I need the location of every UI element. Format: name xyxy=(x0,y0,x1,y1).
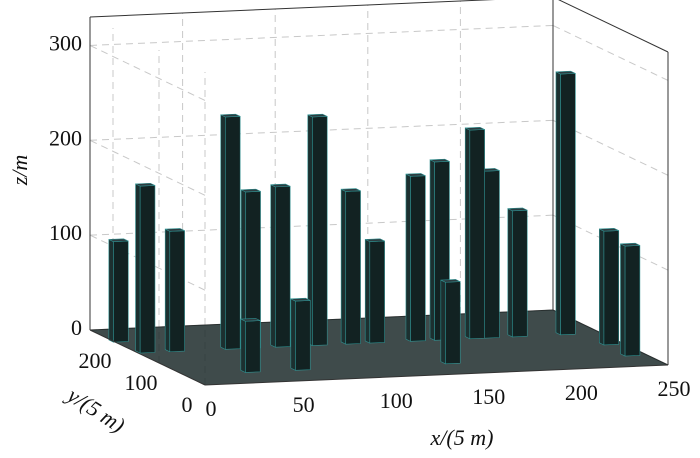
building-left-face xyxy=(507,208,513,338)
building-left-face xyxy=(364,238,371,344)
z-tick-label: 300 xyxy=(49,31,82,56)
building-left-face xyxy=(340,188,347,345)
building-front-face xyxy=(484,170,500,339)
building-front-face xyxy=(369,240,385,344)
building-top xyxy=(108,238,129,242)
building-front-face xyxy=(245,320,261,373)
grid-line xyxy=(89,139,206,196)
building-front-face xyxy=(113,240,129,343)
building-top xyxy=(240,188,261,193)
building-front-face xyxy=(345,190,361,345)
building-left-face xyxy=(240,318,246,373)
building-front-face xyxy=(624,245,641,357)
z-tick-label: 0 xyxy=(71,315,82,340)
building-top xyxy=(555,70,576,75)
building-left-face xyxy=(135,183,141,354)
building-left-face xyxy=(270,184,276,348)
building-front-face xyxy=(169,230,185,353)
building-top xyxy=(465,126,485,131)
building-left-face xyxy=(405,173,411,342)
building-left-face xyxy=(620,243,626,357)
y-tick-label: 200 xyxy=(79,348,112,373)
building-top xyxy=(307,113,328,118)
building-left-face xyxy=(555,71,561,336)
building-front-face xyxy=(445,281,461,365)
building-front-face xyxy=(512,209,528,338)
building-front-face xyxy=(275,185,291,348)
grid-line xyxy=(552,119,669,176)
x-tick-label: 50 xyxy=(293,392,315,417)
x-tick-label: 0 xyxy=(206,396,217,421)
building-front-face xyxy=(603,230,620,346)
building-front-face xyxy=(560,73,576,336)
grid-line xyxy=(89,24,554,46)
building-top xyxy=(340,188,361,192)
building-top xyxy=(429,158,450,163)
grid-line xyxy=(89,45,206,101)
building-front-face xyxy=(295,300,311,371)
building-top xyxy=(135,182,156,187)
x-tick-label: 100 xyxy=(380,388,413,413)
box-edge xyxy=(89,0,496,18)
building-top xyxy=(365,238,385,242)
building-top xyxy=(620,242,641,247)
x-tick-label: 200 xyxy=(565,380,598,405)
building-left-face xyxy=(464,127,471,340)
box-edge xyxy=(204,364,669,386)
building-top xyxy=(270,183,291,188)
y-axis-label: y/(5 m) xyxy=(61,381,129,437)
building-front-face xyxy=(225,116,241,350)
building-front-face xyxy=(312,116,328,346)
box-edge xyxy=(558,0,669,53)
building-left-face xyxy=(220,114,226,350)
building-top xyxy=(165,228,185,232)
building-left-face xyxy=(290,298,296,371)
z-tick-label: 200 xyxy=(49,125,82,150)
x-tick-label: 250 xyxy=(658,376,691,401)
building-left-face xyxy=(429,159,435,341)
building-left-face xyxy=(440,279,446,365)
building-top xyxy=(599,228,619,232)
building-top xyxy=(507,207,528,212)
z-tick-label: 100 xyxy=(49,220,82,245)
building-front-face xyxy=(139,185,156,354)
building-top xyxy=(220,113,241,118)
grid-line xyxy=(552,25,669,81)
building-top xyxy=(290,297,311,302)
building-top xyxy=(405,173,426,177)
building-front-face xyxy=(410,175,426,342)
building-front-face xyxy=(469,129,485,340)
y-tick-label: 100 xyxy=(125,370,158,395)
building-top xyxy=(440,279,461,283)
box-edge xyxy=(89,329,206,386)
z-axis-label: z/m xyxy=(7,155,32,187)
x-axis-label: x/(5 m) xyxy=(430,425,494,450)
building-top xyxy=(240,318,261,322)
building-left-face xyxy=(108,238,114,343)
building-left-face xyxy=(599,228,605,346)
x-tick-label: 150 xyxy=(472,384,505,409)
y-tick-label: 0 xyxy=(182,392,193,417)
building-left-face xyxy=(164,228,171,353)
